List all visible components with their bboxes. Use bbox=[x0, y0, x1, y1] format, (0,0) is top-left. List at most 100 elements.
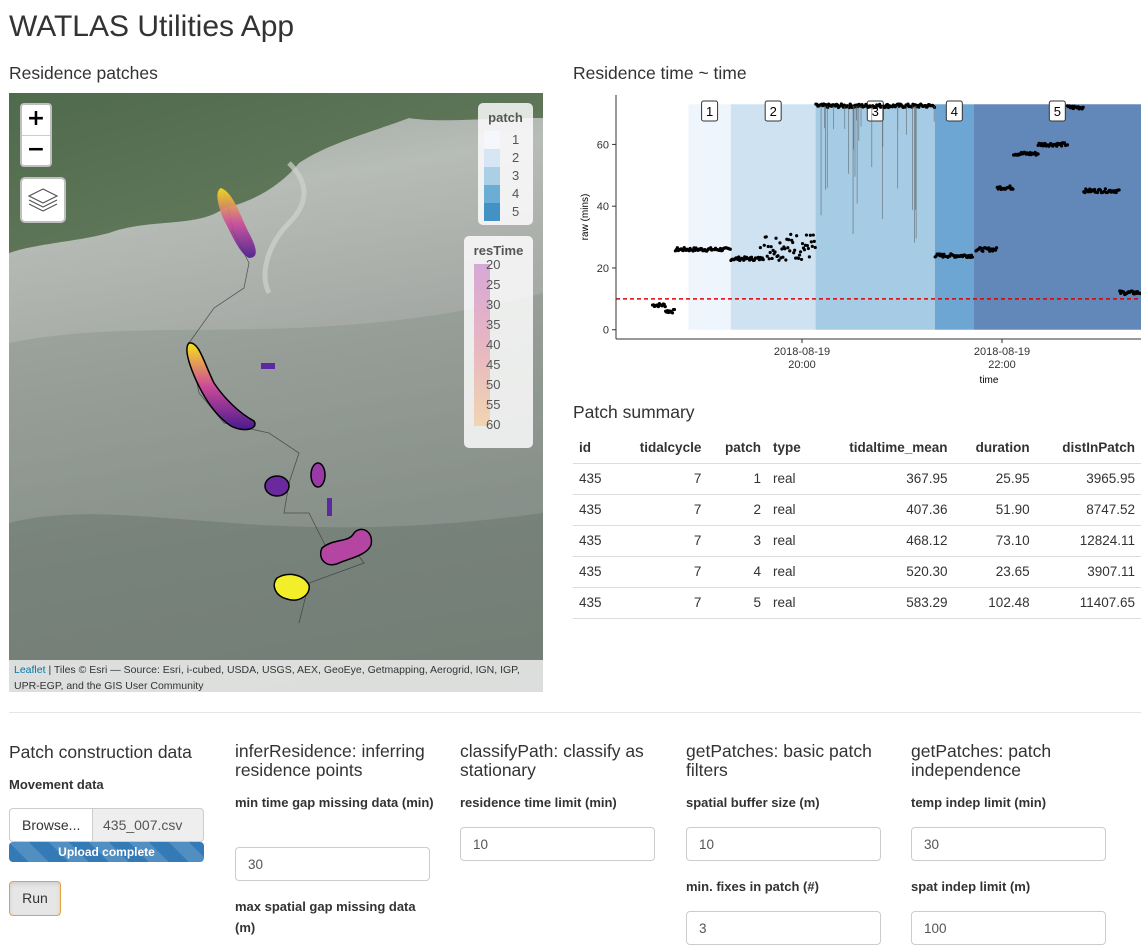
restime-legend-label: 20 bbox=[486, 257, 501, 272]
data-point bbox=[1011, 187, 1015, 191]
temp-indep-input[interactable] bbox=[911, 827, 1106, 861]
classify-path-panel: classifyPath: classify as stationary res… bbox=[460, 741, 665, 861]
table-cell: 407.36 bbox=[816, 494, 954, 526]
table-cell: 435 bbox=[573, 463, 616, 495]
data-point bbox=[728, 247, 732, 251]
min-fixes-input[interactable] bbox=[686, 911, 881, 945]
data-point bbox=[808, 233, 812, 237]
min-time-gap-label: min time gap missing data (min) bbox=[235, 795, 434, 810]
zoom-out-button[interactable]: − bbox=[22, 135, 50, 165]
min-time-gap-input[interactable] bbox=[235, 847, 430, 881]
data-point bbox=[672, 307, 677, 312]
data-point bbox=[767, 257, 771, 261]
map-attribution: Leaflet | Tiles © Esri — Source: Esri, i… bbox=[9, 660, 543, 692]
data-point bbox=[994, 248, 998, 252]
construction-panel: Patch construction data Movement data Br… bbox=[9, 742, 214, 916]
data-point bbox=[1081, 105, 1085, 109]
column-header[interactable]: duration bbox=[953, 432, 1036, 464]
data-point bbox=[792, 251, 796, 255]
data-point bbox=[761, 258, 765, 262]
table-row: 435 7 3 real 468.12 73.10 12824.11 bbox=[573, 525, 1141, 557]
table-cell: 7 bbox=[615, 463, 708, 495]
patch-rect bbox=[934, 104, 974, 330]
table-header-row: id tidalcycle patch type tidaltime_mean durat… bbox=[573, 432, 1141, 464]
column-header[interactable]: patch bbox=[707, 432, 768, 464]
patch-shape[interactable] bbox=[310, 462, 326, 488]
upload-progress-bar: Upload complete bbox=[9, 842, 204, 862]
restime-legend-label: 35 bbox=[486, 317, 501, 332]
table-cell: 23.65 bbox=[953, 556, 1036, 588]
data-point bbox=[798, 250, 803, 254]
patch-shape[interactable] bbox=[186, 342, 256, 431]
spatial-buffer-label: spatial buffer size (m) bbox=[686, 795, 820, 810]
basic-patch-filters-panel: getPatches: basic patch filters spatial … bbox=[686, 742, 891, 945]
data-point bbox=[812, 239, 816, 243]
patch-label-box bbox=[945, 100, 963, 122]
table-cell: 3 bbox=[707, 525, 768, 557]
restime-legend-label: 30 bbox=[486, 297, 501, 312]
column-header[interactable]: id bbox=[573, 432, 616, 464]
restime-legend-title: resTime bbox=[473, 243, 524, 258]
table-cell: 7 bbox=[615, 587, 708, 619]
table-cell: 2 bbox=[707, 494, 768, 526]
patch-legend-title: patch bbox=[488, 110, 523, 125]
data-point bbox=[797, 253, 802, 257]
patch-label: 4 bbox=[951, 104, 958, 119]
data-point bbox=[663, 304, 667, 309]
patch-shape[interactable] bbox=[327, 498, 332, 516]
data-point bbox=[765, 254, 769, 258]
table-cell: 7 bbox=[615, 494, 708, 526]
data-point bbox=[1098, 188, 1103, 192]
data-point bbox=[791, 240, 795, 245]
data-point bbox=[762, 243, 766, 247]
patch-shape[interactable] bbox=[264, 475, 290, 497]
leaflet-link[interactable]: Leaflet bbox=[14, 664, 46, 676]
max-spatial-gap-label: max spatial gap missing data (m) bbox=[235, 899, 416, 935]
classify-heading: classifyPath: classify as stationary bbox=[460, 741, 644, 780]
data-point bbox=[795, 234, 799, 238]
data-point bbox=[1095, 190, 1100, 195]
data-point bbox=[799, 257, 804, 262]
data-point bbox=[979, 246, 983, 250]
restime-gradient-bar bbox=[474, 264, 490, 426]
layers-button[interactable] bbox=[20, 177, 66, 223]
column-header[interactable]: type bbox=[767, 432, 817, 464]
patch-shape[interactable] bbox=[273, 573, 310, 601]
data-point bbox=[813, 245, 817, 250]
temp-indep-label: temp indep limit (min) bbox=[911, 795, 1047, 810]
data-point bbox=[783, 247, 787, 251]
column-header[interactable]: tidalcycle bbox=[615, 432, 708, 464]
table-cell: 468.12 bbox=[816, 525, 954, 557]
data-point bbox=[1093, 187, 1097, 192]
data-point bbox=[1122, 290, 1126, 294]
data-point bbox=[780, 247, 784, 251]
data-point bbox=[810, 244, 814, 248]
patch-shape[interactable] bbox=[217, 188, 256, 258]
patch-rect bbox=[973, 104, 1141, 330]
spatial-buffer-input[interactable] bbox=[686, 827, 881, 861]
browse-button[interactable]: Browse... bbox=[9, 808, 93, 842]
table-cell: real bbox=[767, 556, 817, 588]
file-name-field[interactable]: 435_007.csv bbox=[93, 808, 204, 842]
patch-shape[interactable] bbox=[261, 363, 275, 369]
data-point bbox=[768, 250, 772, 255]
data-point bbox=[809, 240, 813, 244]
spat-indep-input[interactable] bbox=[911, 911, 1106, 945]
y-tick-label: 0 bbox=[603, 325, 609, 337]
zoom-in-button[interactable]: + bbox=[26, 106, 46, 131]
table-row: 435 7 4 real 520.30 23.65 3907.11 bbox=[573, 556, 1141, 588]
patch-legend-label: 1 bbox=[512, 132, 520, 147]
map-section-heading: Residence patches bbox=[9, 63, 158, 83]
patch-legend-swatch bbox=[484, 149, 500, 167]
column-header[interactable]: distInPatch bbox=[1035, 432, 1141, 464]
run-button[interactable]: Run bbox=[9, 881, 61, 916]
residence-time-limit-input[interactable] bbox=[460, 827, 655, 861]
data-point bbox=[758, 245, 762, 250]
patch-legend-label: 4 bbox=[512, 186, 520, 201]
data-point bbox=[1008, 184, 1012, 188]
data-point bbox=[1138, 291, 1141, 296]
table-cell: 3965.95 bbox=[1035, 463, 1141, 495]
patch-shape[interactable] bbox=[320, 528, 373, 566]
column-header[interactable]: tidaltime_mean bbox=[816, 432, 954, 464]
